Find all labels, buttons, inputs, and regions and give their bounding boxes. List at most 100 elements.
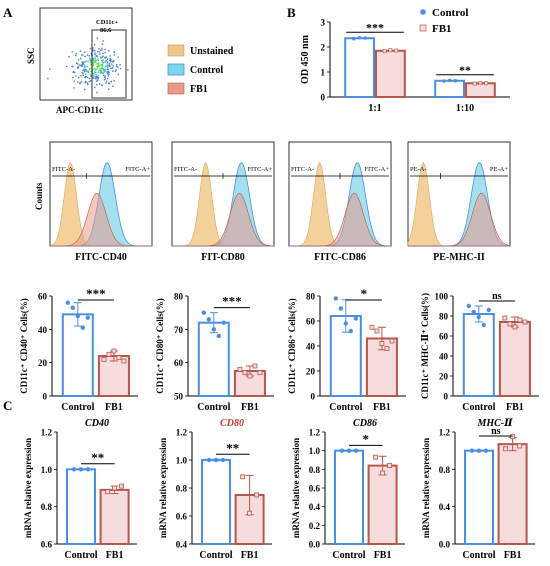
- dot: [92, 65, 94, 67]
- data-point: [503, 446, 509, 452]
- data-point: [247, 510, 253, 516]
- y-tick-label: 20: [439, 372, 449, 382]
- dot: [101, 43, 104, 45]
- dot: [100, 69, 102, 72]
- dot: [109, 61, 112, 63]
- data-point: [237, 366, 243, 372]
- bar-fb1: [375, 49, 406, 98]
- dot: [104, 56, 106, 59]
- dot: [104, 48, 106, 51]
- chart-B: 0 1 2 3 OD 450 nm 1:1 *** 1:10 **: [300, 18, 510, 114]
- dot: [106, 71, 108, 73]
- dot: [96, 91, 98, 94]
- dot: [85, 73, 87, 75]
- y-axis-label: CD11c⁺ CD80⁺ Cells(%): [155, 298, 165, 394]
- y-tick-label: 0.6: [176, 512, 188, 522]
- data-point: [85, 467, 91, 472]
- data-point: [522, 319, 528, 325]
- data-point: [483, 448, 489, 453]
- y-axis-label: CD11c⁺ CD86⁺ Cells(%): [287, 298, 297, 394]
- dot: [82, 69, 85, 71]
- y-tick-label: 1.2: [439, 428, 451, 438]
- histogram-0: FITC-A- FITC-A+ FITC-CD40: [49, 141, 153, 263]
- dot: [89, 73, 91, 76]
- bar-fb1: [367, 464, 398, 546]
- pos-gate-label: PE-A+: [490, 166, 508, 173]
- sig-label: ns: [491, 426, 501, 437]
- dot: [94, 57, 96, 59]
- dot: [101, 63, 103, 66]
- dot: [117, 73, 120, 76]
- dot: [100, 57, 102, 60]
- dot: [106, 72, 109, 75]
- flow-dot-plot: CD11c+ 86.6 SSC APC-CD11c: [26, 7, 133, 115]
- y-tick-label: 1.0: [176, 456, 188, 466]
- panel-label-c: C: [3, 398, 12, 413]
- bar-fb1: [497, 443, 528, 545]
- data-point: [101, 356, 107, 362]
- y-tick-label: 40: [439, 352, 449, 362]
- dot: [111, 67, 113, 70]
- dot: [87, 60, 89, 63]
- chart-title: CD86: [353, 418, 377, 429]
- dot: [107, 75, 110, 77]
- data-point: [476, 448, 482, 453]
- dot: [112, 65, 114, 67]
- chart-title: CD40: [85, 418, 109, 429]
- data-point: [78, 467, 84, 472]
- histogram-xlabel: FITC-CD40: [75, 252, 127, 263]
- data-point: [387, 463, 393, 469]
- data-point: [65, 300, 71, 305]
- data-point: [116, 355, 122, 361]
- dot: [108, 59, 111, 61]
- dot: [96, 37, 99, 39]
- dot: [106, 77, 109, 80]
- y-axis-label: OD 450 nm: [300, 34, 311, 84]
- dot: [96, 83, 98, 86]
- dot: [80, 65, 82, 67]
- histogram-2: FITC-A- FITC-A+ FITC-CD86: [288, 141, 392, 263]
- chart-A-CD80: 50 60 70 80 CD11c⁺ CD80⁺ Cells(%) Control FB1 *…: [155, 292, 274, 413]
- data-point: [348, 328, 353, 334]
- dot: [119, 64, 121, 66]
- dot: [71, 51, 74, 53]
- y-tick-label: 0: [43, 392, 48, 402]
- panel-label-b: B: [287, 5, 296, 20]
- data-point: [346, 448, 352, 453]
- dot: [87, 71, 90, 74]
- dot: [106, 61, 109, 64]
- bar-fb1: [99, 488, 130, 546]
- y-tick-label: 0.8: [439, 465, 451, 475]
- dot: [77, 81, 79, 83]
- y-tick-label: 0: [444, 392, 449, 402]
- dot: [105, 68, 107, 71]
- data-point: [339, 448, 345, 453]
- bar-control: [434, 79, 466, 98]
- data-point: [380, 470, 386, 476]
- x-tick-label: FB1: [105, 402, 123, 413]
- legend-swatch-fb1: [167, 82, 185, 95]
- bar-fb1: [498, 321, 531, 397]
- data-point: [447, 78, 452, 83]
- x-tick-label: FB1: [504, 550, 522, 561]
- y-tick-label: 0.0: [439, 540, 451, 550]
- y-tick-label: 1.0: [41, 465, 53, 475]
- data-point: [484, 81, 489, 86]
- dot: [108, 73, 110, 75]
- dot: [93, 71, 96, 73]
- dot: [94, 61, 96, 63]
- dot: [89, 59, 91, 62]
- dot: [76, 66, 79, 69]
- dot: [92, 68, 94, 71]
- ssc-axis-label: SSC: [26, 47, 36, 64]
- y-tick-label: 0.8: [41, 502, 53, 512]
- sig-label: **: [91, 450, 104, 465]
- legend-label-control: Control: [190, 65, 223, 76]
- dot: [83, 64, 85, 66]
- y-tick-label: 60: [174, 358, 184, 368]
- dot: [92, 63, 95, 66]
- dot: [89, 47, 92, 50]
- dot: [73, 80, 75, 82]
- histogram-1: FITC-A- FITC-A+ FIT-CD80: [171, 141, 275, 263]
- sig-label: **: [459, 63, 471, 77]
